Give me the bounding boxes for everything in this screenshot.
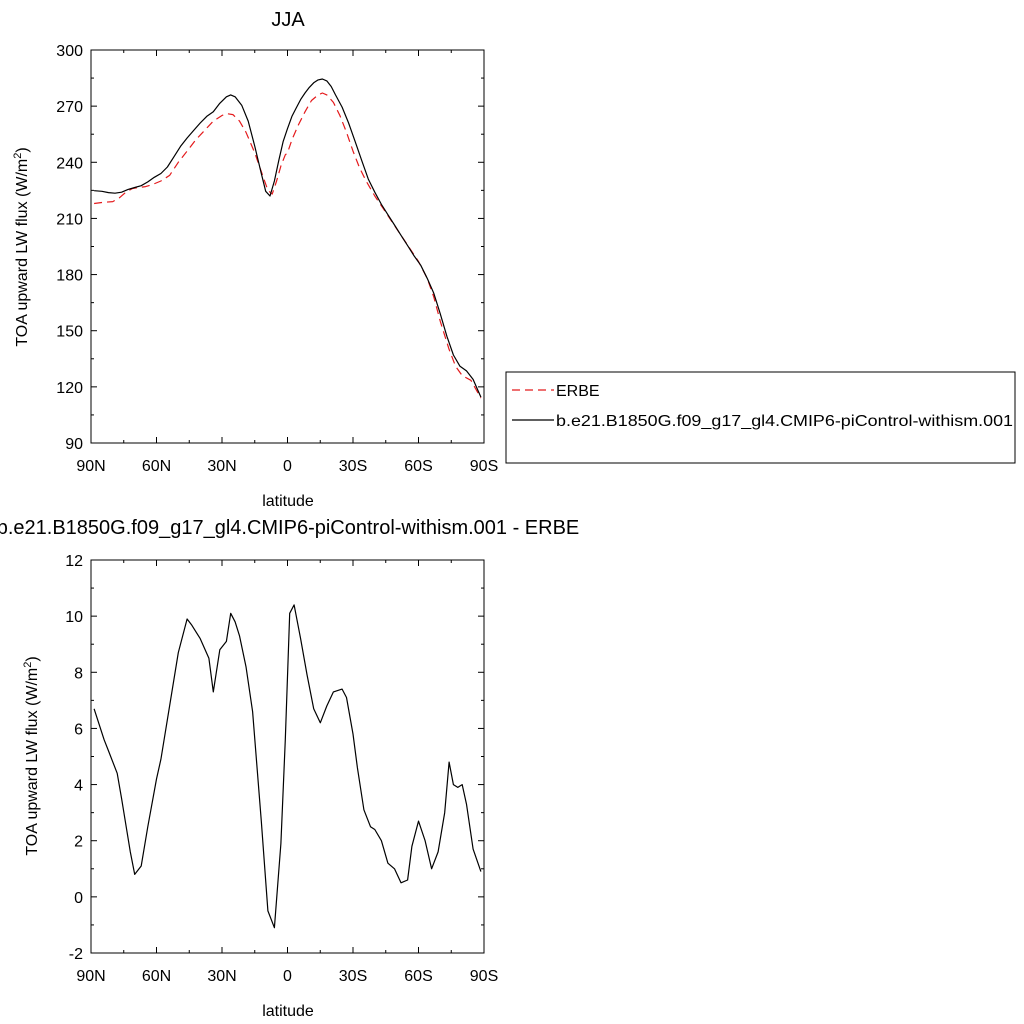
- top-series-lines: [94, 78, 482, 399]
- top-chart-title: JJA: [271, 9, 305, 31]
- top-ytick-label: 150: [56, 324, 83, 341]
- top-plot-frame: [90, 49, 485, 444]
- bottom-y-axis-title: TOA upward LW flux (W/m2): [22, 656, 41, 855]
- bottom-ytick-label: 6: [74, 721, 83, 738]
- bottom-ytick-label: 12: [65, 553, 83, 570]
- top-chart: JJA 90N 60N 30N 0 30S 60S 90S 90 120 150 180 210 240…: [12, 9, 498, 510]
- top-ytick-label: 300: [56, 43, 83, 60]
- bottom-series-line-model: [93, 604, 482, 929]
- top-series-line-erbe: [94, 92, 482, 399]
- bottom-chart: b.e21.B1850G.f09_g17_gl4.CMIP6-piControl…: [0, 517, 579, 1020]
- bottom-ytick-label: 10: [65, 609, 83, 626]
- top-y-axis-title: TOA upward LW flux (W/m2): [12, 147, 31, 346]
- bottom-y-axis-title-main: TOA upward LW flux (W/m: [24, 668, 41, 856]
- top-ytick-label: 180: [56, 268, 83, 285]
- legend-box: [505, 371, 1016, 464]
- bottom-plot-frame: [90, 559, 485, 954]
- bottom-chart-title: b.e21.B1850G.f09_g17_gl4.CMIP6-piControl…: [0, 517, 579, 539]
- bottom-xtick-label: 90N: [76, 968, 105, 985]
- bottom-y-axis-title-sup: 2: [22, 662, 34, 668]
- top-ytick-label: 210: [56, 211, 83, 228]
- top-x-axis-title: latitude: [262, 493, 314, 510]
- bottom-ticks: 90N 60N 30N 0 30S 60S 90S -2 0 2 4 6 8 10 12: [65, 553, 498, 985]
- top-xtick-label: 30S: [339, 458, 367, 475]
- bottom-ytick-label: -2: [69, 946, 83, 963]
- legend-label-model: b.e21.B1850G.f09_g17_gl4.CMIP6-piControl…: [556, 413, 1013, 430]
- bottom-xtick-label: 90S: [470, 968, 498, 985]
- bottom-xtick-label: 60S: [404, 968, 432, 985]
- bottom-y-axis-title-end: ): [24, 656, 41, 661]
- legend-label-erbe: ERBE: [556, 383, 600, 400]
- bottom-xtick-label: 30N: [207, 968, 236, 985]
- top-xtick-label: 90S: [470, 458, 498, 475]
- bottom-ytick-label: 0: [74, 890, 83, 907]
- bottom-x-axis-title: latitude: [262, 1003, 314, 1020]
- top-y-axis-title-sup: 2: [12, 153, 24, 159]
- bottom-xtick-label: 60N: [142, 968, 171, 985]
- top-series-line-model: [94, 78, 482, 398]
- top-xtick-label: 0: [283, 458, 292, 475]
- top-ytick-label: 240: [56, 155, 83, 172]
- top-ytick-label: 120: [56, 380, 83, 397]
- top-y-axis-title-main: TOA upward LW flux (W/m: [14, 159, 31, 347]
- bottom-ytick-label: 2: [74, 834, 83, 851]
- bottom-ytick-label: 8: [74, 665, 83, 682]
- top-xtick-label: 60S: [404, 458, 432, 475]
- top-xtick-label: 60N: [142, 458, 171, 475]
- bottom-xtick-label: 0: [283, 968, 292, 985]
- top-xtick-label: 30N: [207, 458, 236, 475]
- top-ytick-label: 90: [65, 436, 83, 453]
- bottom-series-lines: [93, 604, 482, 929]
- bottom-ytick-label: 4: [74, 778, 83, 795]
- legend: ERBE b.e21.B1850G.f09_g17_gl4.CMIP6-piCo…: [505, 371, 1016, 464]
- top-ytick-label: 270: [56, 99, 83, 116]
- bottom-xtick-label: 30S: [339, 968, 367, 985]
- top-y-axis-title-end: ): [14, 147, 31, 152]
- top-ticks: 90N 60N 30N 0 30S 60S 90S 90 120 150 180 210 240 270 3…: [56, 43, 498, 475]
- top-xtick-label: 90N: [76, 458, 105, 475]
